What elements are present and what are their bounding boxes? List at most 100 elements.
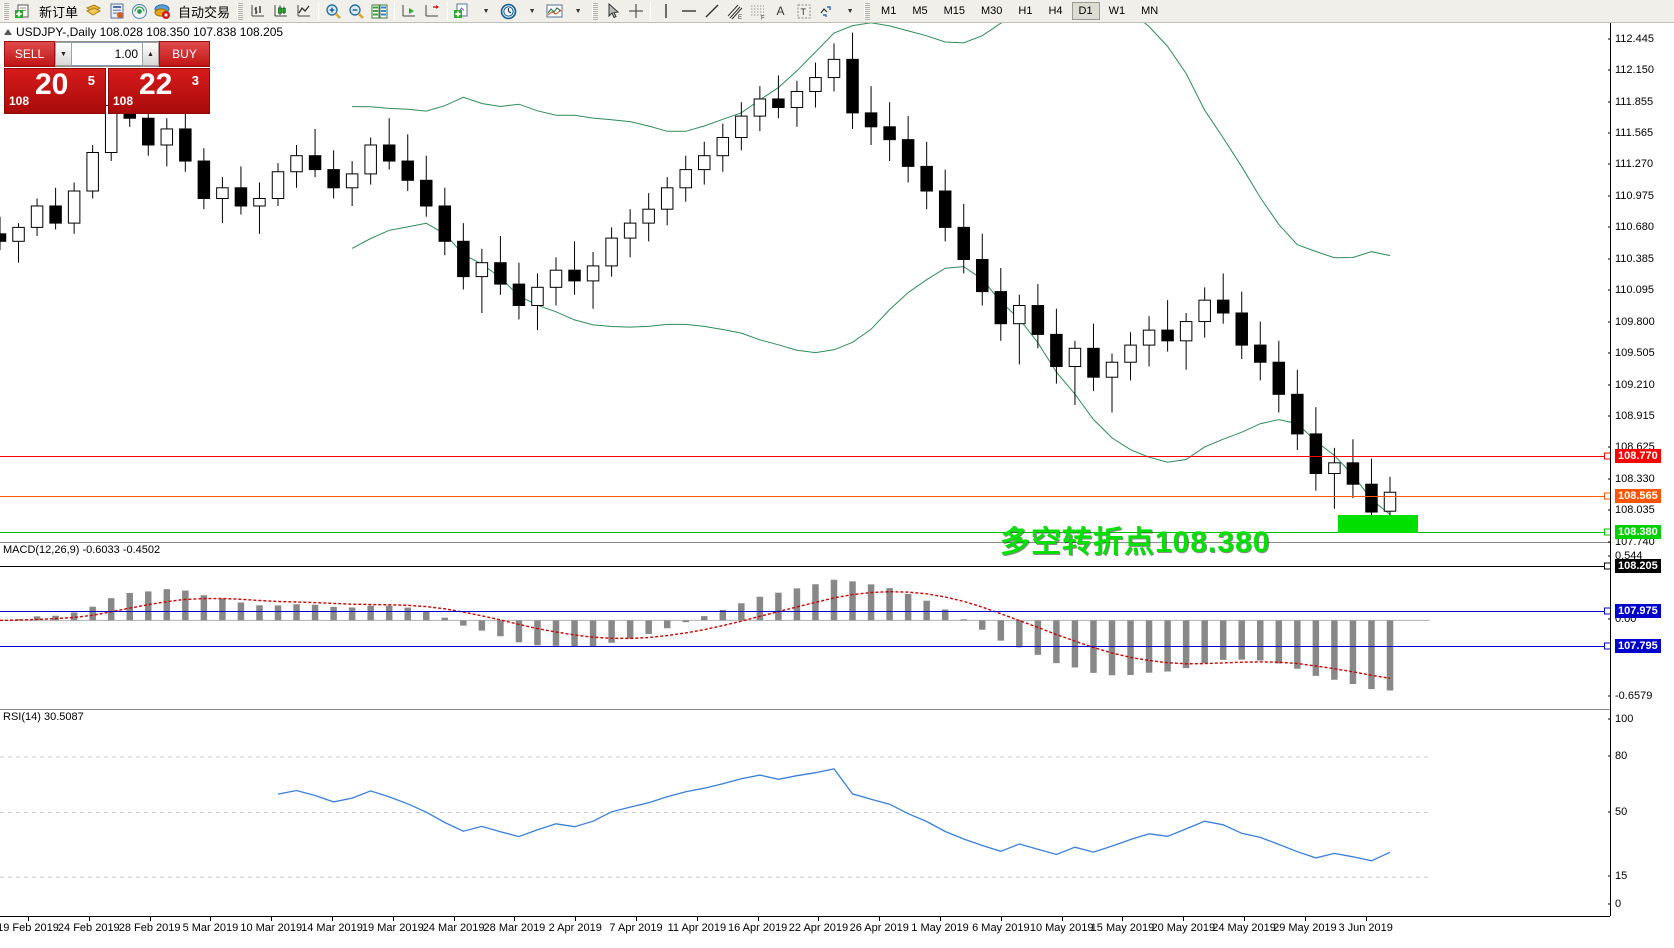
timeframe-m15[interactable]: M15 <box>943 5 965 17</box>
candlestick-chart-icon[interactable] <box>269 1 292 22</box>
timeframe-h1[interactable]: H1 <box>1018 5 1033 17</box>
buy-price-main: 22 <box>139 68 173 101</box>
rsi-tick <box>1608 811 1611 812</box>
chart-shift-icon[interactable] <box>368 1 391 22</box>
chart-shift-end-icon[interactable] <box>421 1 444 22</box>
templates-dropdown[interactable]: ▼ <box>566 1 589 22</box>
fibonacci-icon[interactable]: F <box>746 1 769 22</box>
indicators-dropdown[interactable]: ▼ <box>474 1 497 22</box>
expert-advisors-icon[interactable] <box>82 1 105 22</box>
horizontal-price-line[interactable] <box>0 566 1610 567</box>
line-chart-icon[interactable] <box>292 1 315 22</box>
buy-button[interactable]: BUY <box>159 41 210 67</box>
one-click-controls-row: SELL ▼ 1.00 ▲ BUY <box>4 41 210 67</box>
svg-text:F: F <box>761 15 765 20</box>
macd-tick <box>1608 618 1611 620</box>
chart-title-bar: USDJPY-,Daily 108.028 108.350 107.838 10… <box>4 25 283 39</box>
price-tick <box>1608 132 1611 134</box>
horizontal-price-line[interactable] <box>0 646 1610 647</box>
rsi-pane[interactable]: RSI(14) 30.5087 <box>0 709 1610 916</box>
rsi-scale-label: 15 <box>1615 870 1628 883</box>
crosshair-icon[interactable] <box>624 1 647 22</box>
text-label-icon[interactable]: A <box>776 4 785 18</box>
auto-scroll-icon[interactable] <box>398 1 421 22</box>
periods-icon[interactable] <box>497 1 520 22</box>
horizontal-price-line[interactable] <box>0 611 1610 612</box>
toolbar-grip-4[interactable] <box>864 2 871 20</box>
text-box-icon[interactable]: T <box>792 1 815 22</box>
toolbar-grip-3[interactable] <box>592 2 599 20</box>
periods-dropdown[interactable]: ▼ <box>520 1 543 22</box>
price-scale[interactable]: 112.445 112.150 111.855 111.565 111.270 110.9… <box>1608 23 1674 916</box>
templates-icon[interactable] <box>543 1 566 22</box>
date-tick <box>1061 917 1063 921</box>
price-scale-label: 111.565 <box>1615 126 1654 139</box>
draw-objects-icon[interactable] <box>815 1 838 22</box>
collapse-triangle-icon[interactable] <box>4 29 12 35</box>
date-tick <box>392 917 394 921</box>
volume-increment-icon[interactable]: ▲ <box>142 42 159 66</box>
price-scale-label: 110.095 <box>1615 283 1654 296</box>
trend-line-icon[interactable] <box>700 1 723 22</box>
volume-stepper[interactable]: ▼ 1.00 ▲ <box>55 41 159 67</box>
date-axis-label: 6 May 2019 <box>972 922 1030 934</box>
buy-price-fraction: 3 <box>191 73 199 88</box>
volume-decrement-icon[interactable]: ▼ <box>55 42 72 66</box>
date-axis-label: 7 Apr 2019 <box>609 922 663 934</box>
macd-tick <box>1608 695 1611 697</box>
rsi-chart-svg <box>0 756 1430 878</box>
price-pane[interactable] <box>0 0 1610 542</box>
price-tick <box>1608 478 1611 480</box>
new-order-icon[interactable] <box>12 1 35 22</box>
equidistant-channel-icon[interactable]: E <box>723 1 746 22</box>
horizontal-price-line[interactable] <box>0 532 1610 533</box>
date-axis-label: 10 May 2019 <box>1029 922 1094 934</box>
zoom-in-icon[interactable] <box>322 1 345 22</box>
timeframe-h4[interactable]: H4 <box>1048 5 1063 17</box>
sell-price-button[interactable]: 108 20 5 <box>4 68 106 114</box>
horizontal-price-line[interactable] <box>0 496 1610 497</box>
date-tick <box>818 917 820 921</box>
signals-icon[interactable] <box>128 1 151 22</box>
vertical-line-icon[interactable] <box>654 1 677 22</box>
date-tick <box>1244 917 1246 921</box>
toolbar-grip[interactable] <box>3 2 9 20</box>
date-axis-label: 10 Mar 2019 <box>240 922 303 934</box>
date-axis[interactable]: 19 Feb 2019 24 Feb 2019 28 Feb 2019 5 Mar 2… <box>0 916 1610 948</box>
price-scale-label: 110.680 <box>1615 221 1654 234</box>
date-tick <box>210 917 212 921</box>
macd-pane[interactable]: MACD(12,26,9) -0.6033 -0.4502 <box>0 542 1610 708</box>
chart-symbol-ohlc: USDJPY-,Daily 108.028 108.350 107.838 10… <box>16 25 284 39</box>
autotrading-icon[interactable] <box>151 1 174 22</box>
autotrading-button[interactable]: 自动交易 <box>174 1 234 22</box>
one-click-trading-panel[interactable]: SELL ▼ 1.00 ▲ BUY 108 20 5 108 22 3 <box>4 41 210 114</box>
toolbar-grip-2[interactable] <box>237 2 244 20</box>
sell-button[interactable]: SELL <box>4 41 55 67</box>
timeframe-m5[interactable]: M5 <box>912 5 928 17</box>
chevron-down-icon: ▼ <box>846 7 854 15</box>
chart-annotation-text[interactable]: 多空转折点108.380 <box>1000 526 1271 559</box>
date-tick <box>1365 917 1367 921</box>
highlight-rectangle[interactable] <box>1338 515 1418 533</box>
new-order-button[interactable]: 新订单 <box>35 1 82 22</box>
price-tick <box>1608 258 1611 260</box>
horizontal-price-line[interactable] <box>0 456 1610 457</box>
timeframe-m30[interactable]: M30 <box>981 5 1003 17</box>
zoom-out-icon[interactable] <box>345 1 368 22</box>
timeframe-w1[interactable]: W1 <box>1108 5 1126 17</box>
data-window-icon[interactable] <box>105 1 128 22</box>
macd-tick <box>1608 555 1611 557</box>
draw-objects-dropdown[interactable]: ▼ <box>838 1 861 22</box>
cursor-icon[interactable] <box>601 1 624 22</box>
timeframe-mn[interactable]: MN <box>1141 5 1159 17</box>
date-axis-label: 19 Feb 2019 <box>0 922 59 934</box>
timeframe-m1[interactable]: M1 <box>881 5 897 17</box>
volume-input[interactable]: 1.00 <box>72 42 142 66</box>
horizontal-line-icon[interactable] <box>677 1 700 22</box>
indicators-icon[interactable] <box>451 1 474 22</box>
bar-chart-icon[interactable] <box>246 1 269 22</box>
buy-price-button[interactable]: 108 22 3 <box>108 68 210 114</box>
buy-price-prefix: 108 <box>113 94 134 108</box>
timeframe-d1[interactable]: D1 <box>1071 2 1100 20</box>
